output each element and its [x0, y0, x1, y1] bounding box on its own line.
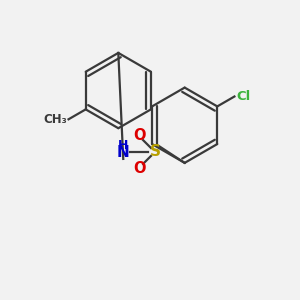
- Text: Cl: Cl: [236, 90, 251, 103]
- Text: CH₃: CH₃: [44, 113, 68, 126]
- Text: O: O: [133, 161, 146, 176]
- Text: S: S: [149, 145, 161, 160]
- Text: H: H: [118, 139, 128, 152]
- Text: N: N: [117, 146, 130, 160]
- Text: O: O: [133, 128, 146, 142]
